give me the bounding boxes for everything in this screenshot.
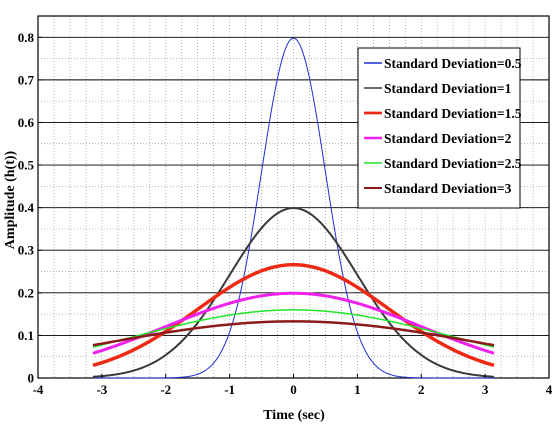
- x-axis-label: Time (sec): [263, 408, 325, 423]
- x-tick-label: -3: [96, 382, 107, 397]
- legend-label-5: Standard Deviation=2.5: [384, 156, 522, 171]
- x-tick-label: -2: [160, 382, 171, 397]
- legend-label-2: Standard Deviation=1: [384, 81, 512, 96]
- series-line-1: [92, 37, 495, 379]
- y-tick-label: 0.7: [18, 72, 35, 87]
- series-line-4: [92, 291, 495, 355]
- y-tick-label: 0.5: [18, 158, 35, 173]
- y-tick-label: 0.1: [18, 328, 34, 343]
- y-tick-label: 0.4: [18, 200, 35, 215]
- legend-label-6: Standard Deviation=3: [384, 181, 512, 196]
- x-tick-label: 1: [354, 382, 361, 397]
- series-line-6: [92, 320, 495, 347]
- legend-box: [357, 47, 521, 209]
- x-tick-label: 2: [418, 382, 425, 397]
- y-axis-ticks: 0 0.1 0.2 0.3 0.4 0.5 0.6 0.7 0.8: [18, 30, 42, 386]
- legend-label-3: Standard Deviation=1.5: [384, 106, 522, 121]
- legend: Standard Deviation=0.5 Standard Deviation…: [357, 47, 522, 209]
- series-line-3: [92, 262, 495, 368]
- y-tick-label: 0.8: [18, 30, 35, 45]
- y-tick-label: 0.6: [18, 115, 35, 130]
- legend-label-1: Standard Deviation=0.5: [384, 56, 522, 71]
- legend-label-4: Standard Deviation=2: [384, 131, 512, 146]
- x-tick-label: -1: [224, 382, 235, 397]
- y-tick-label: 0.2: [18, 285, 34, 300]
- y-tick-label: 0.3: [18, 243, 35, 258]
- x-tick-label: 3: [482, 382, 489, 397]
- series-line-2: [92, 207, 495, 378]
- y-axis-label: Amplitude (h(t)): [3, 150, 18, 249]
- x-tick-label: 4: [546, 382, 553, 397]
- series-lines: [92, 37, 495, 379]
- series-line-5: [92, 309, 495, 348]
- y-tick-label: 0: [28, 371, 35, 386]
- x-axis-ticks: -4 -3 -2 -1 0 1 2 3 4: [33, 374, 553, 397]
- x-tick-label: 0: [290, 382, 297, 397]
- x-tick-label: -4: [33, 382, 44, 397]
